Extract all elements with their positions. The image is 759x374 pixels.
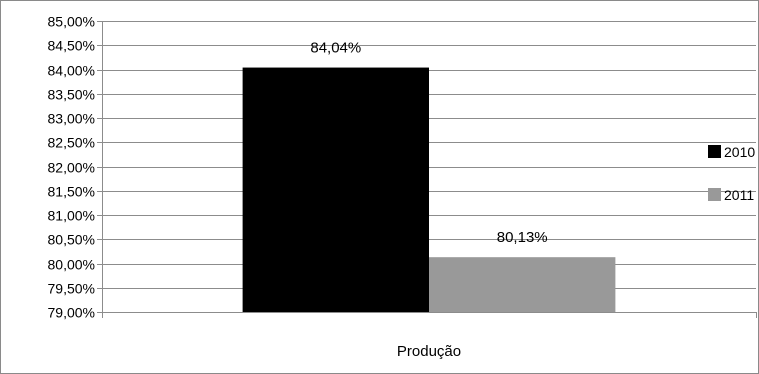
- y-tick-label: 81,00%: [48, 208, 95, 224]
- y-tick-label: 79,00%: [48, 305, 95, 321]
- y-tick-label: 81,50%: [48, 184, 95, 200]
- y-tick-label: 82,00%: [48, 160, 95, 176]
- bars: [242, 67, 616, 312]
- legend-swatch-2010: [708, 145, 721, 158]
- y-tick-label: 85,00%: [48, 14, 95, 30]
- y-tick-label: 83,00%: [48, 111, 95, 127]
- axes: [102, 21, 756, 313]
- category-label: Produção: [397, 343, 461, 360]
- y-tick-label: 82,50%: [48, 135, 95, 151]
- y-tick-label: 83,50%: [48, 87, 95, 103]
- y-tick-label: 79,50%: [48, 281, 95, 297]
- y-tick-label: 80,50%: [48, 232, 95, 248]
- y-tick-label: 84,50%: [48, 38, 95, 54]
- legend: 2010 2011: [708, 144, 755, 203]
- legend-label-2011: 2011: [724, 187, 754, 203]
- data-label-2011: 80,13%: [497, 229, 548, 246]
- bar-2011: [429, 257, 616, 312]
- data-labels: 84,04% 80,13%: [310, 40, 547, 247]
- y-tick-labels: 79,00% 79,50% 80,00% 80,50% 81,00% 81,50% 82,0…: [48, 14, 95, 321]
- y-tick-label: 84,00%: [48, 63, 95, 79]
- legend-swatch-2011: [708, 188, 721, 201]
- y-tick-label: 80,00%: [48, 257, 95, 273]
- category-labels: Produção: [397, 343, 461, 360]
- data-label-2010: 84,04%: [310, 40, 361, 57]
- legend-label-2010: 2010: [724, 144, 755, 160]
- bar-2010: [242, 67, 429, 312]
